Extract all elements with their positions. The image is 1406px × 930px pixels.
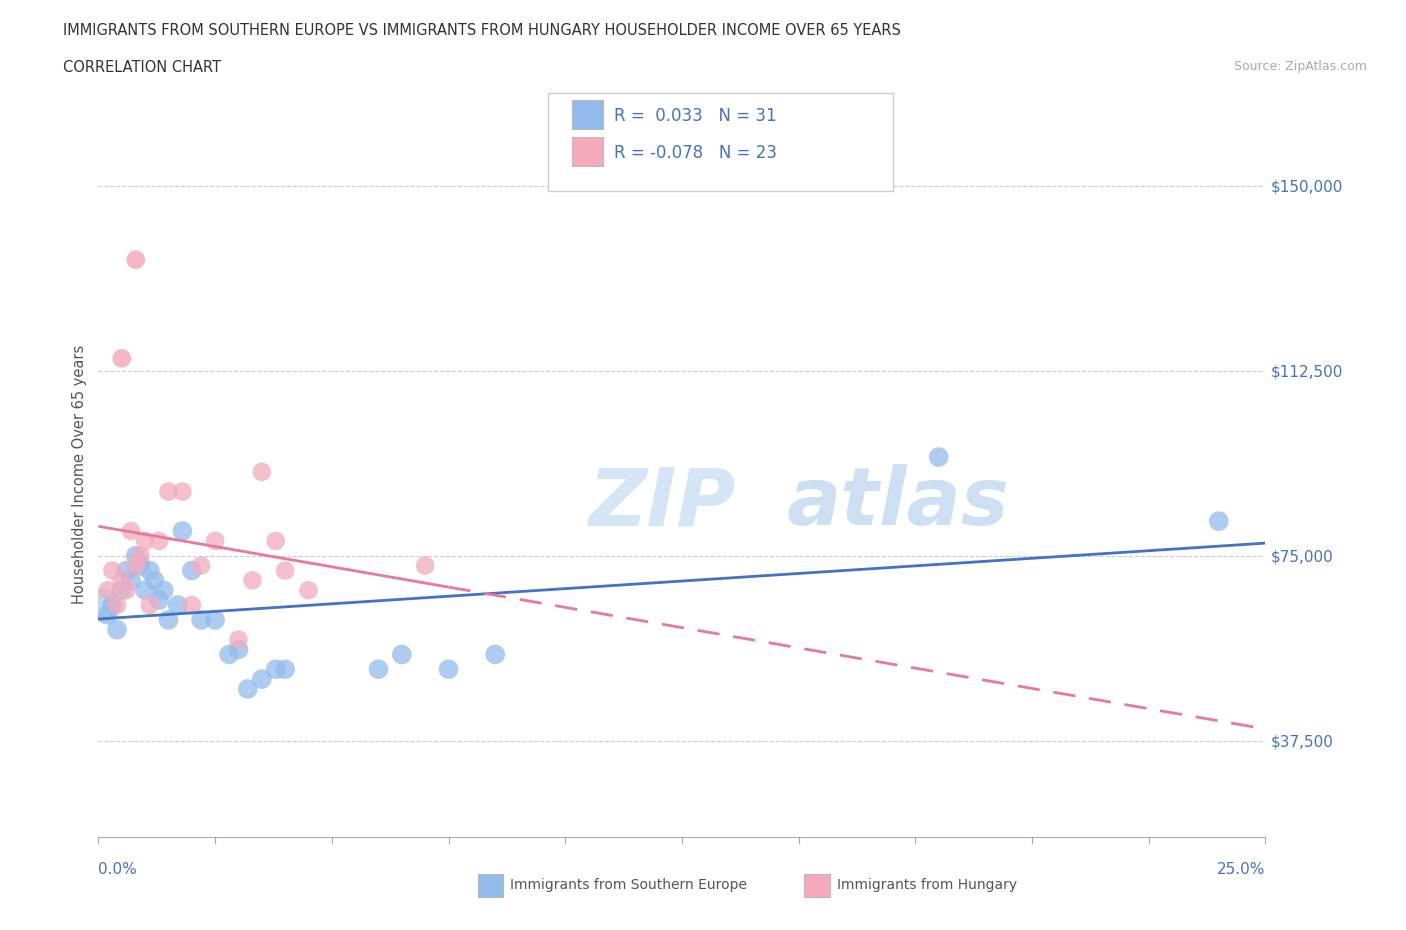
Point: [148, 592, 170, 607]
Point: [143, 573, 166, 588]
Point: [437, 662, 460, 677]
Point: [139, 598, 162, 613]
Point: [115, 563, 138, 578]
Point: [1208, 513, 1230, 528]
Point: [180, 563, 202, 578]
Point: [120, 524, 142, 538]
Point: [180, 598, 202, 613]
Point: [105, 598, 128, 613]
Text: ZIP: ZIP: [589, 464, 735, 542]
Point: [111, 583, 134, 598]
Point: [152, 583, 174, 598]
Point: [297, 583, 319, 598]
Point: [484, 647, 506, 662]
Point: [274, 563, 297, 578]
Point: [111, 573, 134, 588]
Point: [204, 613, 226, 628]
Point: [367, 662, 389, 677]
Point: [228, 632, 250, 647]
Point: [190, 613, 212, 628]
Point: [236, 682, 259, 697]
Point: [139, 563, 162, 578]
Text: Source: ZipAtlas.com: Source: ZipAtlas.com: [1233, 60, 1367, 73]
Point: [134, 583, 156, 598]
Point: [120, 573, 142, 588]
Point: [218, 647, 240, 662]
Point: [129, 558, 152, 573]
Point: [264, 534, 287, 549]
Point: [274, 662, 297, 677]
Point: [250, 464, 273, 479]
Point: [157, 613, 180, 628]
Point: [391, 647, 413, 662]
Point: [264, 662, 287, 677]
Y-axis label: Householder Income Over 65 years: Householder Income Over 65 years: [72, 345, 87, 604]
Point: [125, 252, 148, 267]
Point: [129, 549, 152, 564]
Point: [166, 598, 188, 613]
Point: [148, 534, 170, 549]
Text: Immigrants from Southern Europe: Immigrants from Southern Europe: [510, 878, 748, 893]
Point: [928, 449, 950, 464]
Text: 25.0%: 25.0%: [1218, 862, 1265, 877]
Point: [204, 534, 226, 549]
Point: [172, 524, 194, 538]
Point: [91, 598, 114, 613]
Point: [105, 622, 128, 637]
Point: [134, 534, 156, 549]
Point: [172, 485, 194, 499]
Text: R =  0.033   N = 31: R = 0.033 N = 31: [614, 107, 778, 125]
Text: CORRELATION CHART: CORRELATION CHART: [63, 60, 221, 75]
Text: 0.0%: 0.0%: [98, 862, 138, 877]
Text: Immigrants from Hungary: Immigrants from Hungary: [837, 878, 1017, 893]
Point: [242, 573, 264, 588]
Point: [250, 671, 273, 686]
Text: R = -0.078   N = 23: R = -0.078 N = 23: [614, 144, 778, 162]
Text: IMMIGRANTS FROM SOUTHERN EUROPE VS IMMIGRANTS FROM HUNGARY HOUSEHOLDER INCOME OV: IMMIGRANTS FROM SOUTHERN EUROPE VS IMMIG…: [63, 23, 901, 38]
Point: [190, 558, 212, 573]
Point: [101, 598, 124, 613]
Text: atlas: atlas: [787, 464, 1010, 542]
Point: [97, 583, 120, 598]
Point: [97, 607, 120, 622]
Point: [228, 642, 250, 657]
Point: [115, 583, 138, 598]
Point: [101, 563, 124, 578]
Point: [125, 549, 148, 564]
Point: [413, 558, 436, 573]
Point: [111, 351, 134, 365]
Point: [125, 558, 148, 573]
Point: [157, 485, 180, 499]
